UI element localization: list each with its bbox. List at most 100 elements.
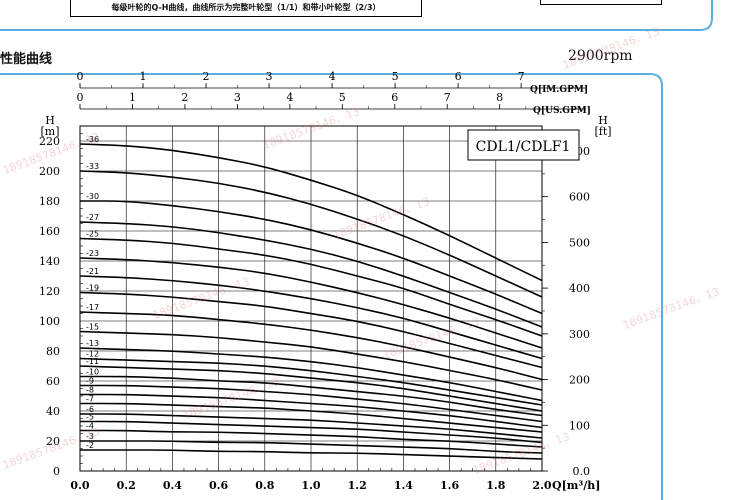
y-left-tick-label: 140 — [39, 255, 60, 268]
curve-line — [80, 375, 543, 417]
x-tick-label: 2.0 — [532, 479, 551, 492]
us-gpm-tick-label: 8 — [496, 91, 503, 104]
x-tick-label: 1.8 — [486, 479, 505, 492]
curve-line — [79, 393, 543, 429]
x-tick-label: 1.0 — [301, 479, 320, 492]
us-gpm-title: Q[US.GPM] — [533, 106, 591, 116]
x-tick-label: 0.8 — [255, 479, 274, 492]
x-axis-title: Q[m³/h] — [552, 479, 600, 492]
curve-line — [79, 221, 543, 328]
curve-label: -9 — [86, 377, 94, 386]
im-gpm-tick-label: 5 — [392, 70, 399, 83]
model-label: CDL1/CDLF1 — [476, 139, 571, 155]
x-tick-label: 0.4 — [163, 479, 182, 492]
curve-label: -13 — [86, 339, 99, 348]
y-right-tick-label: 400 — [569, 282, 590, 295]
y-right-tick-label: 100 — [569, 419, 590, 432]
curve-label: -23 — [86, 249, 99, 258]
im-gpm-tick-label: 7 — [518, 70, 525, 83]
curve-label: -5 — [86, 413, 94, 422]
curve-line — [79, 347, 543, 402]
curve-line — [79, 330, 543, 391]
y-right-unit: [ft] — [594, 125, 611, 138]
y-left-unit: [m] — [40, 125, 59, 138]
curve-label: -8 — [86, 386, 94, 395]
curve-label: -12 — [86, 350, 99, 359]
x-tick-label: 1.2 — [348, 479, 367, 492]
curve-label: -7 — [86, 395, 94, 404]
curve-line — [79, 311, 543, 381]
curve-line — [80, 429, 543, 448]
curve-line — [80, 402, 543, 433]
us-gpm-tick-label: 3 — [234, 91, 241, 104]
curve-line — [79, 143, 543, 282]
us-gpm-tick-label: 7 — [444, 91, 451, 104]
curve-label: -33 — [86, 162, 99, 171]
curve-label: -25 — [86, 230, 99, 239]
x-tick-label: 1.6 — [440, 479, 459, 492]
y-right-tick-label: 300 — [569, 328, 590, 341]
im-gpm-tick-label: 0 — [77, 70, 84, 83]
y-right-tick-label: 200 — [569, 374, 590, 387]
curve-line — [79, 413, 543, 439]
curve-line — [79, 291, 543, 369]
curve-label: -11 — [86, 357, 99, 366]
y-right-tick-label: 0.0 — [573, 465, 591, 478]
curve-line — [80, 420, 543, 444]
y-right-tick-label: 500 — [569, 236, 590, 249]
y-left-tick-label: 40 — [46, 405, 60, 418]
y-left-tick-label: 0 — [53, 465, 60, 478]
y-left-title: H — [45, 114, 55, 127]
curve-label: -36 — [86, 135, 99, 144]
curve-label: -19 — [86, 284, 99, 293]
y-left-tick-label: 100 — [39, 315, 60, 328]
section-title: 性能曲线 — [0, 52, 53, 67]
im-gpm-tick-label: 4 — [329, 70, 336, 83]
im-gpm-tick-label: 1 — [140, 70, 147, 83]
curve-label: -4 — [86, 422, 94, 431]
curve-note: 每级叶轮的Q-H曲线，曲线所示为完整叶轮型（1/1）和带小叶轮型（2/3） — [70, 0, 422, 17]
x-tick-label: 0.6 — [209, 479, 228, 492]
y-left-tick-label: 20 — [46, 435, 60, 448]
us-gpm-tick-label: 1 — [129, 91, 136, 104]
curve-line — [79, 449, 543, 460]
y-left-tick-label: 220 — [39, 135, 60, 148]
us-gpm-tick-label: 0 — [77, 91, 84, 104]
x-tick-label: 1.4 — [394, 479, 413, 492]
us-gpm-tick-label: 2 — [181, 91, 188, 104]
us-gpm-tick-label: 5 — [339, 91, 346, 104]
curve-label: -30 — [86, 192, 99, 201]
curves — [79, 143, 543, 460]
x-tick-label: 0.0 — [70, 479, 89, 492]
y-right-title: H — [598, 114, 608, 127]
curve-line — [79, 365, 543, 412]
im-gpm-tick-label: 3 — [266, 70, 273, 83]
top-right-box — [540, 0, 662, 5]
speed-label: 2900rpm — [568, 48, 633, 64]
curve-line — [80, 440, 543, 454]
curve-line — [79, 237, 543, 337]
curve-line — [80, 200, 543, 315]
curve-label: -10 — [86, 368, 99, 377]
chart-frame — [0, 73, 663, 500]
curve-label: -3 — [86, 432, 94, 441]
y-left-tick-label: 120 — [39, 285, 60, 298]
curve-label: -2 — [86, 441, 94, 450]
curve-label: -15 — [86, 323, 99, 332]
y-left-tick-label: 160 — [39, 225, 60, 238]
im-gpm-tick-label: 2 — [203, 70, 210, 83]
y-right-tick-label: 600 — [569, 191, 590, 204]
curve-label: -27 — [86, 213, 99, 222]
top-frame — [0, 0, 713, 31]
us-gpm-tick-label: 4 — [286, 91, 293, 104]
labels: 0.0 0.2 0.4 0.6 0.8 1.0 1.2 1.4 1.6 1.8 2.00204060… — [39, 70, 612, 492]
curve-label: -21 — [86, 267, 99, 276]
x-tick-label: 0.2 — [117, 479, 136, 492]
curve-line — [79, 257, 543, 349]
curve-label: -17 — [86, 303, 99, 312]
y-left-tick-label: 80 — [46, 345, 60, 358]
us-gpm-tick-label: 6 — [391, 91, 398, 104]
curve-line — [79, 170, 543, 298]
model-box: CDL1/CDLF1 — [467, 129, 580, 161]
